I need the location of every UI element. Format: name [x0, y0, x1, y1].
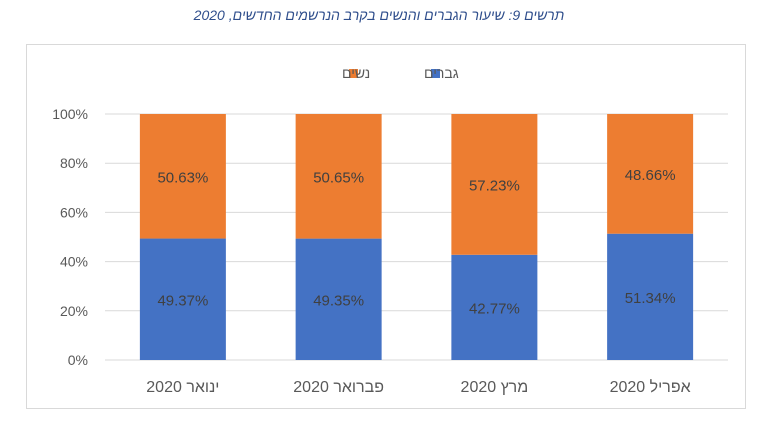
bar-segment	[451, 114, 538, 255]
x-category-label: אפריל 2020	[610, 378, 691, 396]
y-tick-label: 20%	[60, 303, 88, 319]
bar-segment	[295, 114, 382, 239]
legend-swatch	[431, 69, 440, 78]
data-label: 49.37%	[157, 292, 208, 309]
data-label: 57.23%	[469, 177, 520, 194]
data-label: 50.65%	[313, 169, 364, 186]
data-label: 50.63%	[157, 169, 208, 186]
x-category-label: ינואר 2020	[146, 379, 219, 396]
bar-segment	[451, 254, 538, 360]
bar-segment	[295, 238, 382, 360]
legend-label: נשים	[342, 65, 370, 81]
bar-segment	[607, 114, 694, 234]
bar-segment	[139, 238, 226, 360]
x-axis-labels: ינואר 2020 פברואר 2020 מרץ 2020 אפריל 2020	[146, 378, 690, 396]
legend: גברים נשים	[342, 65, 459, 81]
data-label: 51.34%	[625, 290, 676, 307]
y-tick-label: 80%	[60, 155, 88, 171]
chart-title: תרשים 9: שיעור הגברים והנשים בקרב הנרשמי…	[193, 7, 565, 23]
bar-segment	[607, 233, 694, 360]
bar-segment	[139, 114, 226, 239]
y-axis-ticks: 0% 20% 40% 60% 80% 100%	[52, 106, 88, 368]
y-tick-label: 40%	[60, 254, 88, 270]
data-label: 48.66%	[625, 167, 676, 184]
y-tick-label: 60%	[60, 204, 88, 220]
y-tick-label: 100%	[52, 106, 88, 122]
data-label: 49.35%	[313, 292, 364, 309]
legend-label: גברים	[424, 65, 459, 81]
legend-swatch	[349, 69, 358, 78]
bars: 49.37% 50.63% 49.35% 50.65% 42.77% 57.23% 51.3…	[139, 114, 694, 360]
x-category-label: מרץ 2020	[461, 379, 529, 396]
data-label: 42.77%	[469, 300, 520, 317]
y-tick-label: 0%	[68, 352, 88, 368]
x-category-label: פברואר 2020	[293, 379, 384, 396]
